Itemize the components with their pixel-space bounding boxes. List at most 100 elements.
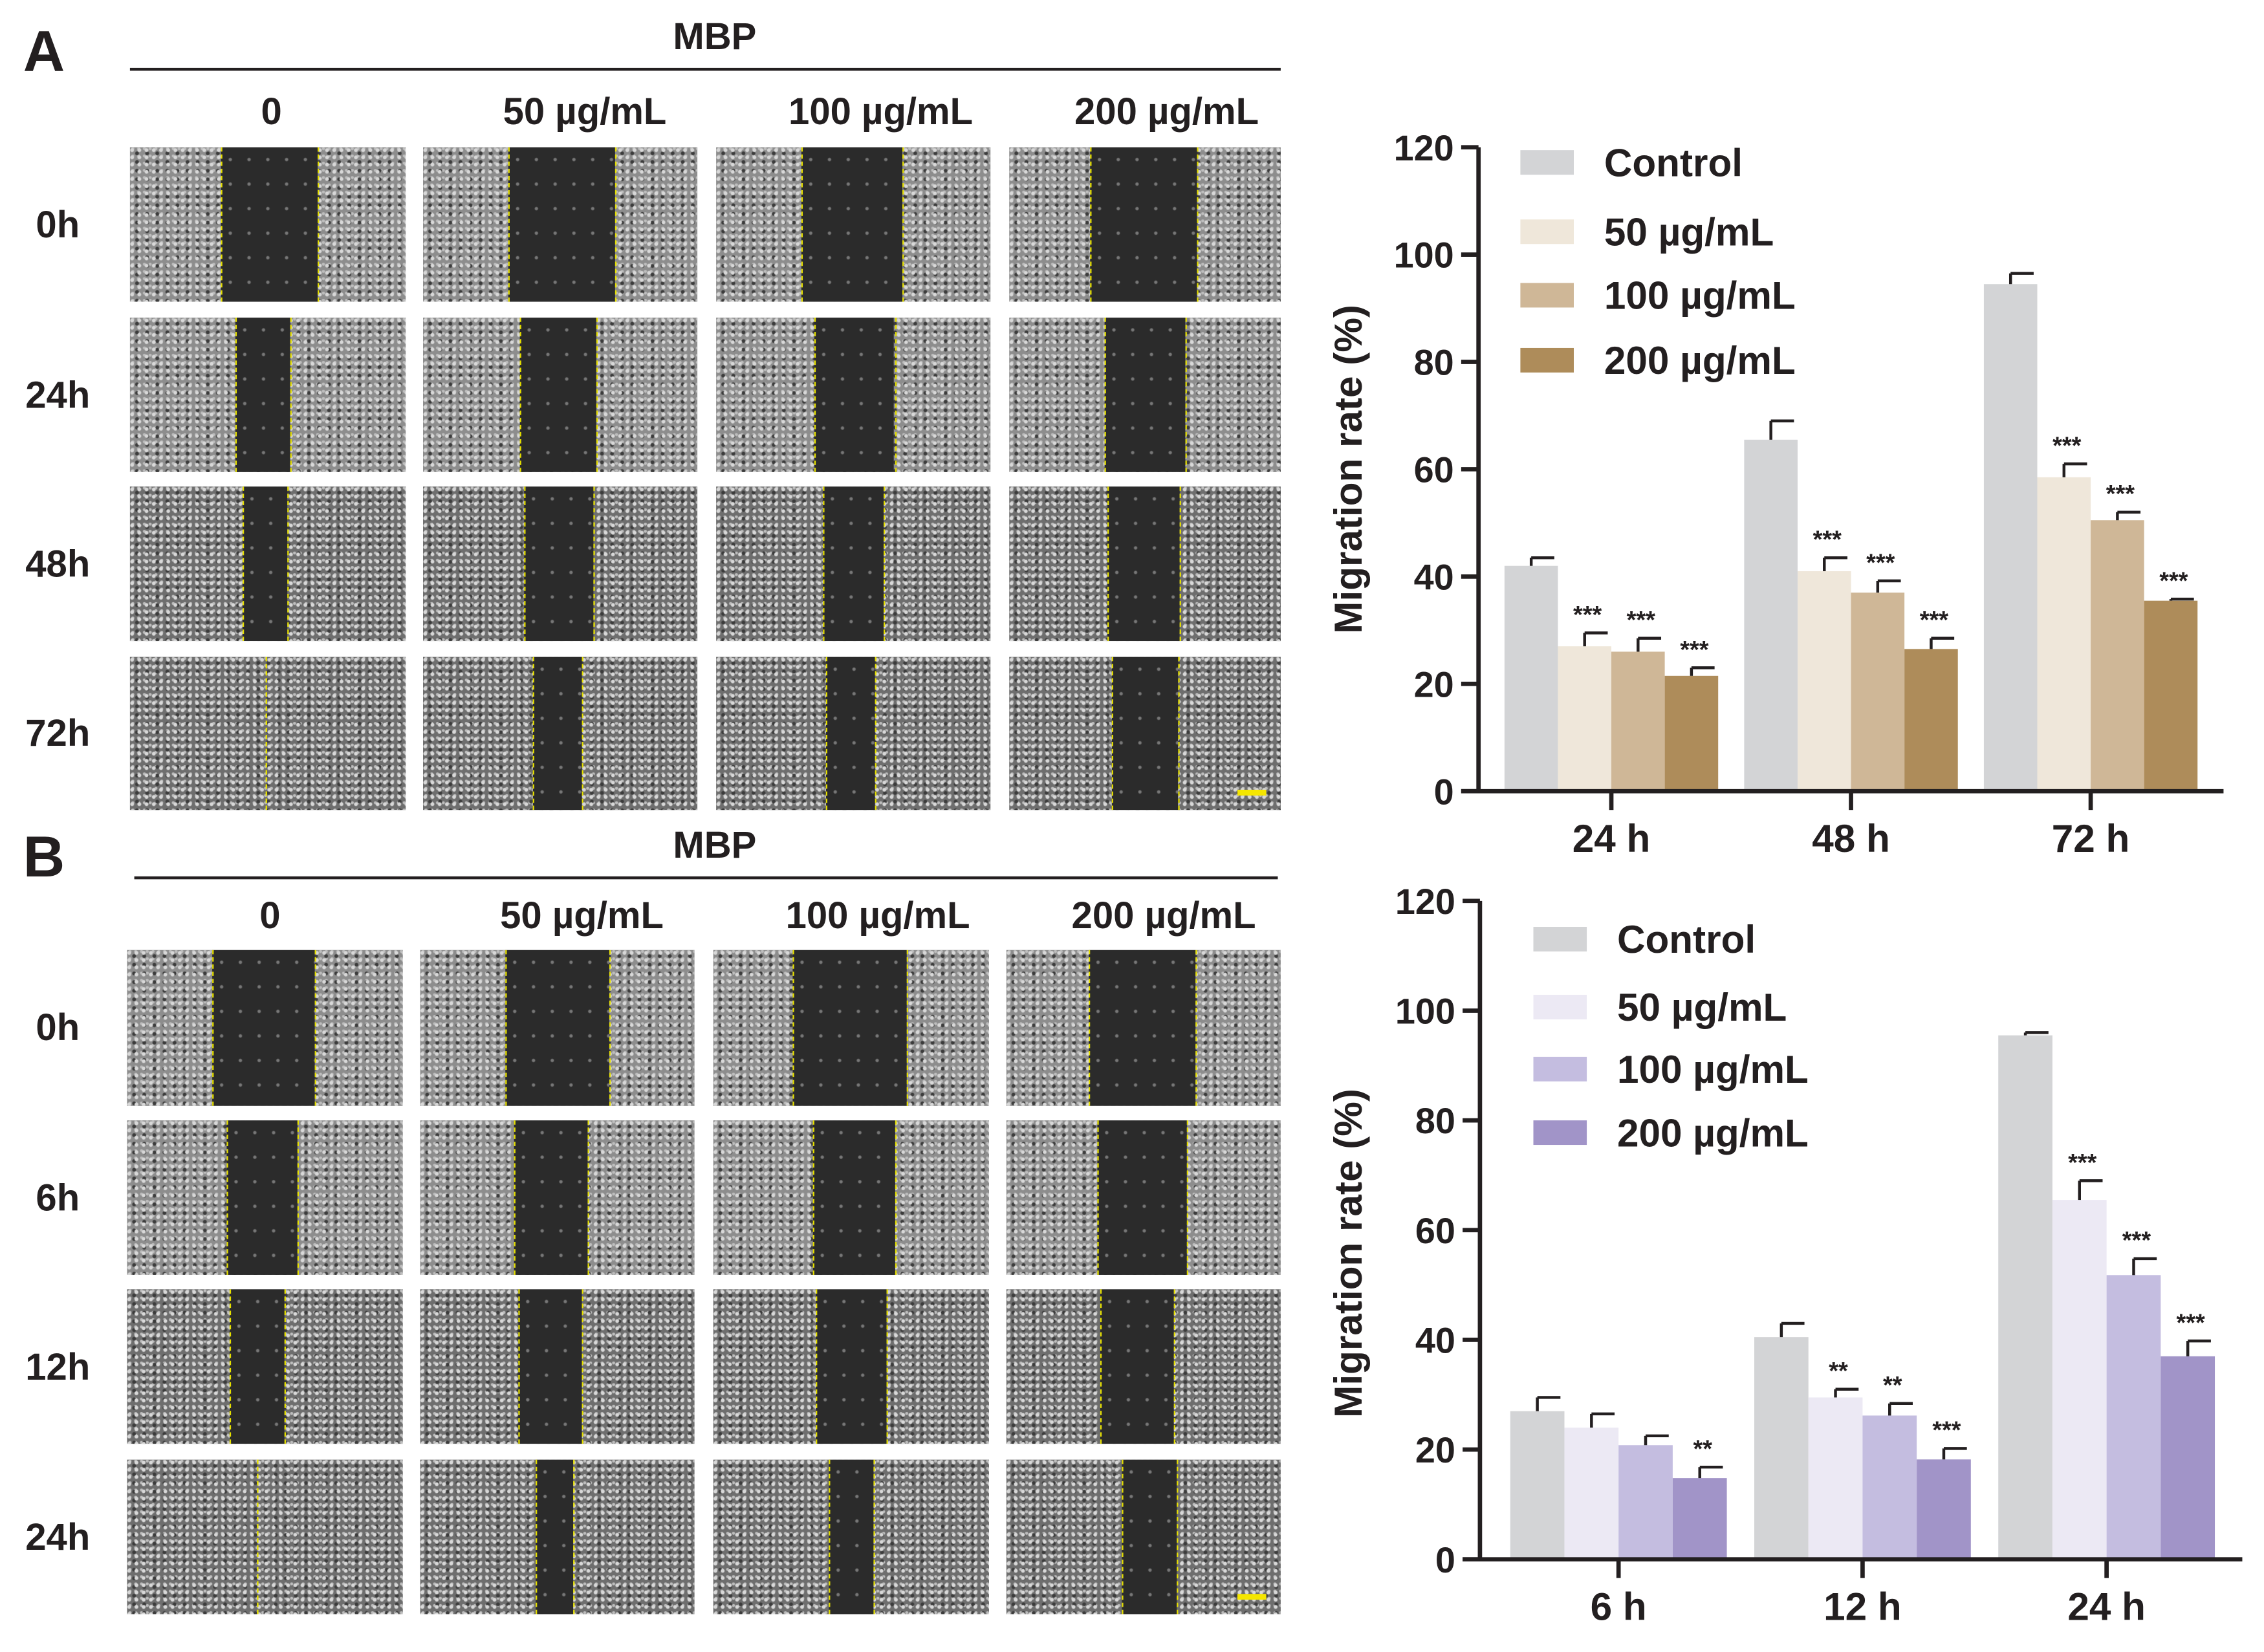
wound-edge-line <box>902 147 904 302</box>
y-tick-label: 0 <box>1434 771 1454 812</box>
wound-gap <box>801 147 903 302</box>
wound-edge-line <box>823 486 825 642</box>
row-label: 48h <box>25 541 91 585</box>
significance-label: *** <box>1813 527 1842 554</box>
wound-healing-micrograph <box>1006 1289 1281 1444</box>
wound-edge-line <box>314 950 316 1106</box>
wound-gap <box>505 950 610 1106</box>
y-tick-label: 120 <box>1395 881 1455 922</box>
significance-label: *** <box>1866 549 1895 576</box>
wound-healing-micrograph <box>716 486 991 642</box>
wound-healing-micrograph <box>716 318 991 472</box>
wound-edge-line <box>290 318 292 472</box>
wound-healing-micrograph <box>713 950 989 1106</box>
wound-edge-line <box>256 1459 259 1614</box>
wound-healing-micrograph <box>1009 147 1281 302</box>
wound-edge-line <box>212 950 214 1106</box>
wound-healing-micrograph <box>423 657 698 810</box>
y-tick-label: 0 <box>1435 1539 1455 1580</box>
legend-swatch <box>1533 927 1587 951</box>
bar <box>1983 284 2038 792</box>
wound-healing-micrograph <box>127 1120 403 1275</box>
row-label: 12h <box>25 1344 91 1388</box>
bar <box>1504 565 1558 792</box>
wound-edge-line <box>873 1459 875 1614</box>
wound-edge-line <box>825 657 827 810</box>
bar <box>2144 600 2198 792</box>
wound-healing-micrograph <box>127 1289 403 1444</box>
wound-gap <box>829 1459 873 1614</box>
wound-healing-micrograph <box>1009 486 1281 642</box>
bar <box>1744 439 1798 792</box>
significance-label: ** <box>1883 1372 1902 1399</box>
wound-healing-micrograph <box>1009 657 1281 810</box>
significance-label: ** <box>1693 1436 1712 1463</box>
wound-edge-line <box>519 1289 521 1444</box>
row-label: 0h <box>36 1005 80 1049</box>
legend-swatch <box>1520 219 1574 245</box>
wound-gap <box>1091 147 1197 302</box>
wound-edge-line <box>801 147 803 302</box>
y-tick-label: 40 <box>1414 556 1454 597</box>
wound-edge-line <box>1177 657 1179 810</box>
wound-edge-line <box>298 1120 299 1275</box>
wound-healing-micrograph <box>1006 1459 1281 1614</box>
bar <box>1851 592 1905 792</box>
wound-edge-line <box>875 657 877 810</box>
column-header: 200 µg/mL <box>1071 893 1256 937</box>
legend-label: Control <box>1617 917 1756 961</box>
bar <box>2161 1356 2215 1560</box>
wound-edge-line <box>1195 950 1197 1106</box>
bar <box>1558 646 1612 792</box>
legend-swatch <box>1520 283 1574 308</box>
y-tick-label: 120 <box>1394 127 1454 168</box>
wound-gap <box>532 657 582 810</box>
wound-edge-line <box>243 486 245 642</box>
wound-gap <box>1121 1459 1177 1614</box>
wound-edge-line <box>1091 147 1093 302</box>
panel-b-treatment-label: MBP <box>673 823 757 867</box>
wound-gap <box>1089 950 1196 1106</box>
bar <box>1510 1411 1565 1560</box>
wound-gap <box>524 486 593 642</box>
column-header: 200 µg/mL <box>1074 89 1259 133</box>
wound-edge-line <box>513 1120 515 1275</box>
column-header: 50 µg/mL <box>500 893 664 937</box>
wound-healing-micrograph <box>1006 950 1281 1106</box>
panel-a-letter: A <box>23 20 65 84</box>
x-tick-label: 24 h <box>1573 816 1651 860</box>
wound-edge-line <box>593 486 595 642</box>
bar <box>1808 1397 1863 1560</box>
wound-edge-line <box>1173 1289 1175 1444</box>
x-tick-label: 48 h <box>1812 816 1890 860</box>
wound-edge-line <box>221 147 223 302</box>
significance-label: *** <box>1920 607 1949 634</box>
significance-label: *** <box>2106 481 2135 508</box>
wound-edge-line <box>1104 318 1106 472</box>
y-tick-label: 20 <box>1415 1429 1455 1470</box>
wound-gap <box>1096 1120 1188 1275</box>
bar <box>1664 675 1719 792</box>
bar <box>2106 1275 2161 1560</box>
significance-label: *** <box>2068 1149 2097 1177</box>
significance-label: *** <box>2052 433 2082 460</box>
wound-edge-line <box>505 950 507 1106</box>
y-tick-label: 40 <box>1415 1320 1455 1360</box>
column-header: 100 µg/mL <box>789 89 974 133</box>
wound-edge-line <box>317 147 320 302</box>
significance-label: *** <box>1573 602 1602 629</box>
wound-edge-line <box>1176 1459 1178 1614</box>
wound-edge-line <box>1112 657 1114 810</box>
column-header: 100 µg/mL <box>785 893 970 937</box>
wound-gap <box>825 657 876 810</box>
wound-edge-line <box>284 1289 286 1444</box>
wound-healing-micrograph <box>127 1459 403 1614</box>
panel-a-header-rule <box>129 67 1281 71</box>
wound-gap <box>519 318 596 472</box>
column-header: 0 <box>261 89 282 133</box>
wound-gap <box>1112 657 1178 810</box>
panel-a-treatment-label: MBP <box>673 14 757 58</box>
panel-b-letter: B <box>23 825 65 889</box>
wound-edge-line <box>535 1459 537 1614</box>
bar <box>2052 1200 2107 1560</box>
